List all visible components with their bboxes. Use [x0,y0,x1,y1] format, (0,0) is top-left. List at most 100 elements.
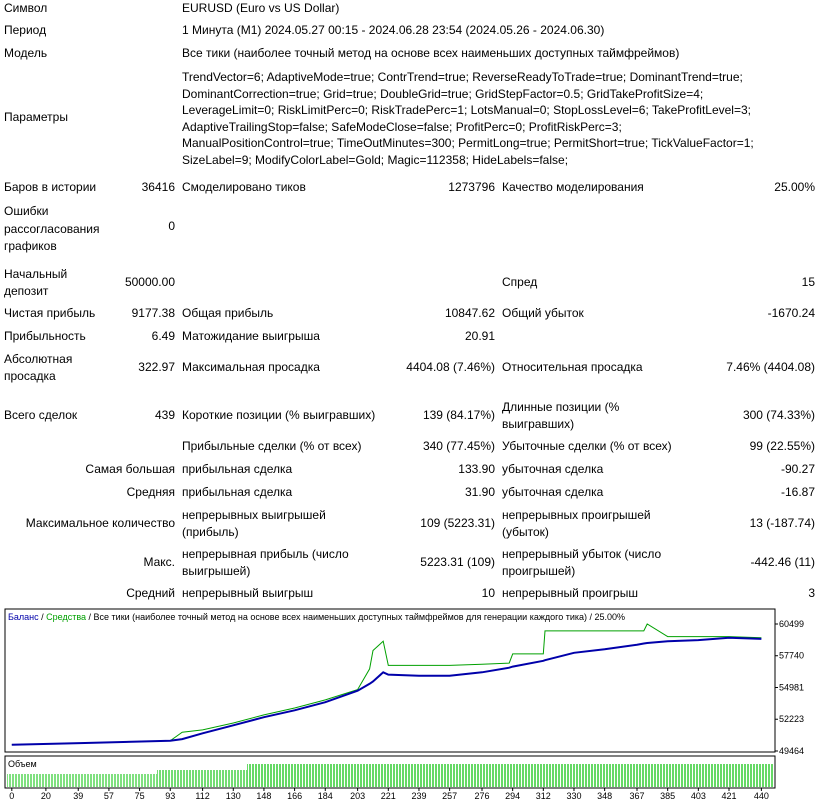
label: Общая прибыль [182,306,274,320]
label: Чистая прибыль [4,306,96,320]
label: Средний [126,586,175,600]
label: Спред [502,275,538,289]
label: прибыльная сделка [182,462,293,476]
label: Символ [4,1,48,15]
parameter-line: DominantCorrection=true; Grid=true; Doub… [182,86,704,101]
value: -442.46 (11) [750,555,815,569]
x-tick-label: 294 [505,791,520,801]
value: 133.90 [458,462,495,476]
x-tick-label: 257 [442,791,457,801]
value: Все тики (наиболее точный метод на основ… [182,46,680,60]
value: 7.46% (4404.08) [726,360,815,374]
label: Общий убыток [502,306,584,320]
label: Период [4,23,47,37]
label: непрерывных проигрышей (убыток) [502,508,651,539]
separator: / [86,612,94,622]
label: непрерывных выигрышей (прибыль) [182,508,326,539]
x-tick-label: 312 [536,791,551,801]
value: 50000.00 [124,275,175,289]
x-tick-label: 39 [73,791,83,801]
x-tick-label: 385 [660,791,675,801]
y-tick-label: 54981 [779,683,804,693]
label: Прибыльность [4,329,86,343]
value: 340 (77.45%) [422,439,495,453]
label: Максимальная просадка [182,360,320,374]
label: Качество моделирования [502,180,644,194]
separator: / [39,612,47,622]
label: Самая большая [85,462,175,476]
value: -16.87 [780,485,815,499]
x-tick-label: 440 [754,791,769,801]
value: 31.90 [464,485,495,499]
label: Абсолютная просадка [4,352,73,383]
label: Ошибки рассогласования графиков [4,204,100,253]
parameter-line: TrendVector=6; AdaptiveMode=true; ContrT… [182,70,743,84]
volume-bars [7,774,157,787]
x-tick-label: 166 [287,791,302,801]
value: 6.49 [151,329,175,343]
x-tick-label: 148 [256,791,271,801]
plot-frame [4,608,776,753]
volume-bars [157,770,247,787]
subtitle: Все тики (наиболее точный метод на основ… [94,612,587,622]
x-tick-label: 203 [350,791,365,801]
label: Короткие позиции (% выигравших) [182,408,376,422]
value: 36416 [141,180,175,194]
label: Максимальное количество [25,516,175,530]
x-tick-label: 330 [566,791,581,801]
quality: 25.00% [595,612,626,622]
value: EURUSD (Euro vs US Dollar) [182,1,340,15]
legend-entry: Средства [46,612,86,622]
y-tick-label: 49464 [779,746,804,756]
value: 10 [481,586,495,600]
label: непрерывный проигрыш [502,586,638,600]
value: 300 (74.33%) [742,408,815,422]
chart: Объем Баланс / Средства / Все тики (наиб… [4,608,804,801]
label: Прибыльные сделки (% от всех) [182,439,362,453]
x-tick-label: 93 [165,791,175,801]
label: Относительная просадка [502,360,643,374]
parameter-line: AdaptiveTrailingStop=false; SafeModeClos… [182,119,622,134]
value: 15 [801,275,815,289]
label: Убыточные сделки (% от всех) [502,439,672,453]
x-tick-label: 112 [195,791,209,801]
x-tick-label: 57 [104,791,114,801]
x-tick-label: 20 [41,791,51,801]
value: 3 [808,586,815,600]
x-tick-label: 421 [721,791,736,801]
label: Матожидание выигрыша [182,329,320,343]
value: 25.00% [774,180,815,194]
legend: Баланс / Средства / Все тики (наиболее т… [8,612,625,622]
value: 20.91 [464,329,495,343]
value: 109 (5223.31) [420,516,495,530]
x-tick-label: 276 [474,791,489,801]
label: Макс. [143,555,175,569]
series-line [11,636,762,746]
volume-bars [247,764,774,787]
parameter-line: SizeLabel=9; ModifyColorLabel=Gold; Magi… [182,152,569,167]
series-line [11,623,762,746]
label: прибыльная сделка [182,485,293,499]
value: 10847.62 [444,306,495,320]
x-tick-label: 75 [135,791,145,801]
value: 1273796 [448,180,495,194]
y-tick-label: 60499 [779,619,804,629]
value: 4404.08 (7.46%) [406,360,495,374]
x-tick-label: 130 [226,791,241,801]
value: 0 [168,219,175,233]
label: Модель [4,46,48,60]
label: Средняя [126,485,175,499]
x-tick-label: 184 [318,791,333,801]
x-tick-label: 0 [9,791,14,801]
value: 439 [154,408,175,422]
separator: / [587,612,595,622]
label: Смоделировано тиков [182,180,306,194]
value: 5223.31 (109) [420,555,495,569]
value: 9177.38 [131,306,175,320]
volume-label: Объем [8,759,37,769]
label: Длинные позиции (% выигравших) [502,400,620,431]
x-tick-label: 403 [691,791,706,801]
y-tick-label: 57740 [779,651,804,661]
x-tick-label: 348 [597,791,612,801]
